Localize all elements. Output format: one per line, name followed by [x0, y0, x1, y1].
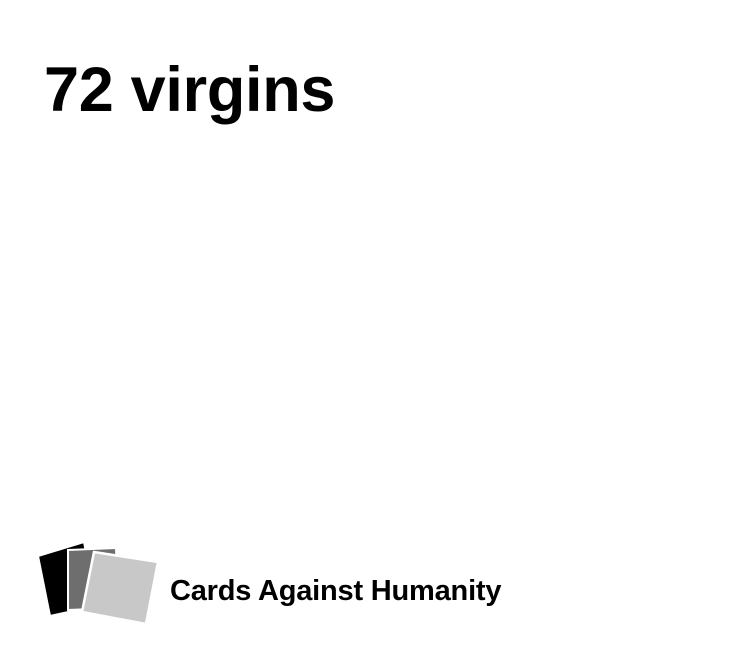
stacked-cards-icon — [36, 540, 160, 626]
brand-name: Cards Against Humanity — [170, 575, 502, 607]
card-footer: Cards Against Humanity — [36, 536, 556, 628]
card-text: 72 virgins — [44, 55, 336, 125]
